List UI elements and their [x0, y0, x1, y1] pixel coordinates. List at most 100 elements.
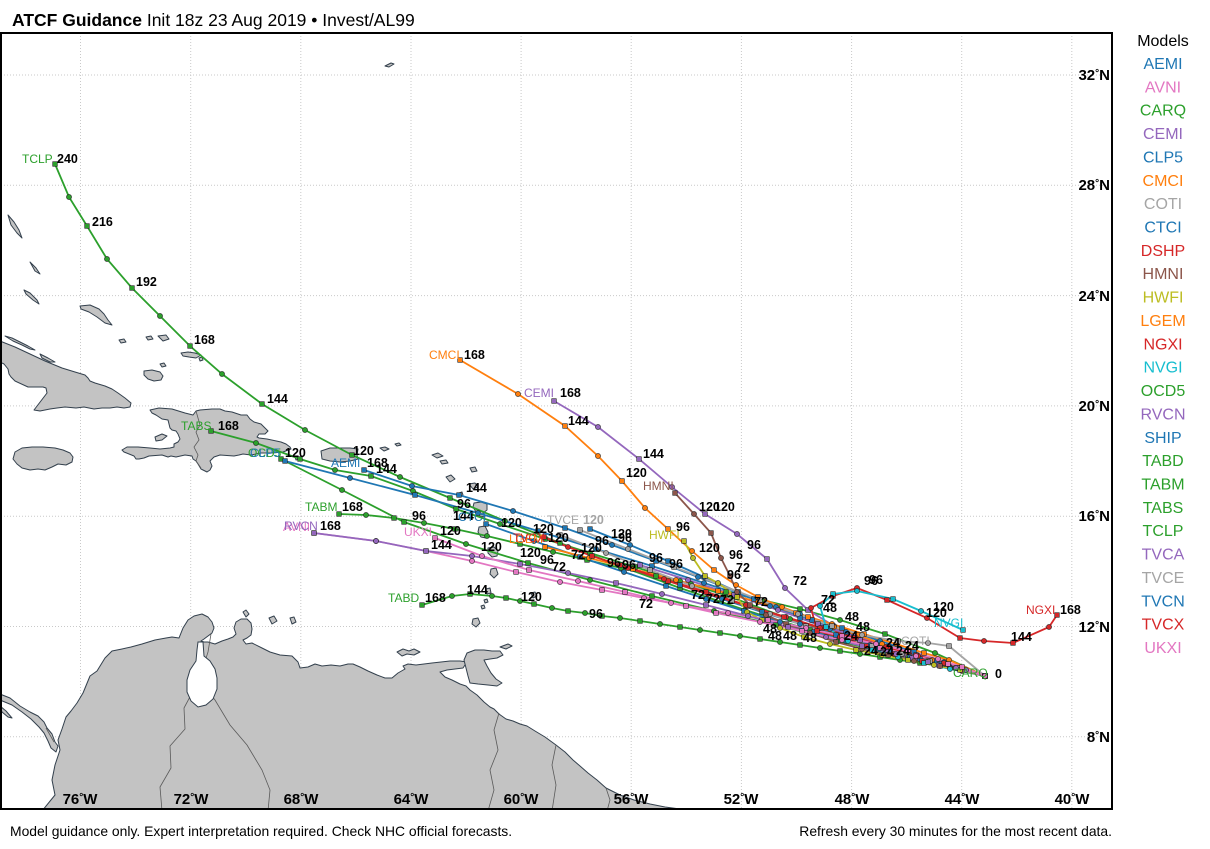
svg-text:24: 24 [896, 644, 910, 658]
svg-text:144: 144 [467, 583, 488, 597]
svg-text:96: 96 [729, 548, 743, 562]
svg-text:96: 96 [412, 509, 426, 523]
svg-text:96: 96 [457, 497, 471, 511]
svg-text:24: 24 [864, 644, 878, 658]
svg-text:48: 48 [856, 620, 870, 634]
svg-text:NGXI: NGXI [1026, 603, 1055, 617]
svg-text:96: 96 [727, 568, 741, 582]
svg-text:168: 168 [464, 348, 485, 362]
svg-text:96: 96 [589, 607, 603, 621]
svg-text:120: 120 [611, 527, 632, 541]
svg-text:120: 120 [533, 522, 554, 536]
svg-text:72: 72 [821, 593, 835, 607]
svg-text:120: 120 [699, 541, 720, 555]
svg-text:144: 144 [376, 462, 397, 476]
svg-text:192: 192 [136, 275, 157, 289]
svg-text:AEMI: AEMI [1143, 56, 1182, 73]
svg-text:64°W: 64°W [394, 791, 430, 808]
svg-text:216: 216 [92, 215, 113, 229]
svg-text:Refresh every 30 minutes for t: Refresh every 30 minutes for the most re… [799, 823, 1112, 839]
svg-text:144: 144 [568, 414, 589, 428]
svg-text:120: 120 [699, 500, 720, 514]
svg-text:48: 48 [768, 629, 782, 643]
svg-text:OCD5: OCD5 [1141, 383, 1186, 400]
svg-text:96: 96 [622, 558, 636, 572]
svg-text:TVCE: TVCE [547, 513, 579, 527]
svg-text:TABM: TABM [305, 500, 337, 514]
svg-text:120: 120 [501, 516, 522, 530]
svg-text:HWFI: HWFI [649, 528, 680, 542]
svg-text:OCD5: OCD5 [248, 446, 282, 460]
svg-text:60°W: 60°W [504, 791, 540, 808]
svg-text:168: 168 [560, 386, 581, 400]
svg-text:120: 120 [926, 606, 947, 620]
svg-text:HMNI: HMNI [643, 479, 674, 493]
svg-text:72: 72 [571, 548, 585, 562]
svg-text:144: 144 [453, 509, 474, 523]
svg-text:HWFI: HWFI [1143, 290, 1184, 307]
svg-text:68°W: 68°W [284, 791, 320, 808]
svg-text:UKXI: UKXI [404, 525, 432, 539]
svg-text:96: 96 [747, 538, 761, 552]
svg-text:120: 120 [353, 444, 374, 458]
svg-text:32°N: 32°N [1078, 67, 1110, 84]
svg-text:48: 48 [803, 631, 817, 645]
svg-text:24: 24 [905, 639, 919, 653]
svg-text:48: 48 [783, 629, 797, 643]
svg-text:NVGI: NVGI [1143, 360, 1182, 377]
svg-text:AVNI: AVNI [283, 520, 310, 534]
svg-text:168: 168 [320, 519, 341, 533]
svg-text:144: 144 [466, 481, 487, 495]
svg-text:CEMI: CEMI [1143, 126, 1183, 143]
svg-text:TABS: TABS [1143, 500, 1184, 517]
svg-text:96: 96 [669, 557, 683, 571]
svg-text:TVCE: TVCE [1142, 570, 1185, 587]
svg-text:44°W: 44°W [945, 791, 981, 808]
svg-text:120: 120 [714, 500, 735, 514]
svg-text:120: 120 [521, 590, 542, 604]
svg-text:12°N: 12°N [1078, 619, 1110, 636]
svg-text:168: 168 [1060, 603, 1081, 617]
svg-text:120: 120 [548, 531, 569, 545]
svg-text:52°W: 52°W [724, 791, 760, 808]
svg-text:72: 72 [552, 560, 566, 574]
svg-text:NVGI: NVGI [934, 616, 963, 630]
svg-text:96: 96 [607, 556, 621, 570]
svg-text:48: 48 [845, 610, 859, 624]
svg-text:20°N: 20°N [1078, 398, 1110, 415]
svg-text:168: 168 [425, 591, 446, 605]
svg-text:16°N: 16°N [1078, 508, 1110, 525]
svg-text:120: 120 [933, 600, 954, 614]
svg-text:72: 72 [793, 574, 807, 588]
svg-text:48°W: 48°W [835, 791, 871, 808]
svg-text:CMCI: CMCI [429, 348, 460, 362]
svg-text:CTCI: CTCI [458, 510, 486, 524]
svg-text:96: 96 [676, 520, 690, 534]
svg-text:72: 72 [720, 593, 734, 607]
svg-text:24: 24 [844, 629, 858, 643]
svg-text:COTI: COTI [1144, 196, 1182, 213]
svg-text:144: 144 [267, 392, 288, 406]
svg-text:TABS: TABS [181, 419, 211, 433]
svg-text:56°W: 56°W [614, 791, 650, 808]
svg-text:TVCX: TVCX [513, 531, 545, 545]
svg-text:120: 120 [285, 446, 306, 460]
svg-text:96: 96 [864, 574, 878, 588]
svg-text:CMCI: CMCI [1143, 173, 1184, 190]
svg-text:28°N: 28°N [1078, 177, 1110, 194]
svg-text:72: 72 [754, 595, 768, 609]
svg-text:72: 72 [706, 592, 720, 606]
svg-text:UKXI: UKXI [1144, 640, 1181, 657]
svg-text:144: 144 [1011, 630, 1032, 644]
svg-text:Models: Models [1137, 33, 1189, 50]
svg-text:TABM: TABM [1141, 477, 1184, 494]
svg-text:AVNI: AVNI [1145, 79, 1181, 96]
svg-text:TCLP: TCLP [22, 152, 53, 166]
svg-text:96: 96 [618, 531, 632, 545]
svg-text:RVCN: RVCN [1140, 406, 1185, 423]
svg-text:Model guidance only. Expert in: Model guidance only. Expert interpretati… [10, 823, 512, 839]
svg-text:120: 120 [440, 524, 461, 538]
svg-text:96: 96 [649, 551, 663, 565]
svg-text:NGXI: NGXI [1143, 336, 1182, 353]
svg-text:72: 72 [639, 597, 653, 611]
